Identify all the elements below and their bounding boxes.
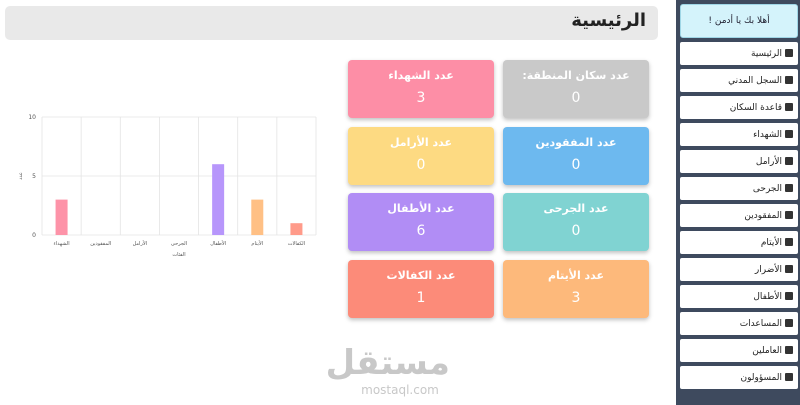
stat-card: عدد الأطفال 6 [348, 193, 494, 251]
nav-item[interactable]: المساعدات [680, 312, 798, 335]
nav-item[interactable]: الأضرار [680, 258, 798, 281]
header: الرئيسية [5, 6, 658, 40]
x-tick-label: الكفالات [288, 241, 305, 247]
watermark-logo: مستقل [325, 343, 450, 383]
y-axis-label: عدد [18, 172, 24, 180]
card-value: 0 [571, 90, 581, 106]
x-axis-label: الفئات [172, 252, 185, 258]
nav-item[interactable]: المفقودين [680, 204, 798, 227]
y-tick-label: 10 [28, 114, 36, 121]
stat-card: عدد الجرحى 0 [503, 193, 649, 251]
card-value: 6 [416, 223, 426, 239]
x-tick-label: الأرامل [133, 240, 148, 247]
page-title: الرئيسية [571, 10, 646, 31]
x-tick-label: الأطفال [210, 240, 226, 247]
card-label: عدد الكفالات [386, 268, 456, 282]
bar [290, 223, 303, 235]
sidebar [676, 0, 800, 405]
stat-card: عدد الأيتام 3 [503, 259, 649, 318]
card-value: 3 [416, 90, 426, 106]
y-tick-label: 0 [32, 232, 36, 239]
card-label: عدد الشهداء [388, 69, 454, 82]
chart: 0 5 10 عدد الفئات الشهداء المفقودين الأرامل الجر… [18, 114, 317, 258]
card-value: 0 [571, 223, 581, 239]
bar [251, 199, 264, 235]
x-tick-label: الأيتام [251, 240, 263, 247]
nav-item[interactable]: الأطفال [680, 285, 798, 308]
stat-card: عدد سكان المنطقة: 0 [503, 60, 649, 118]
card-label: عدد سكان المنطقة: [522, 69, 630, 82]
x-tick-label: الجرحى [171, 241, 187, 247]
nav-item[interactable]: السجل المدني [680, 69, 798, 92]
stat-card: عدد الأرامل 0 [348, 126, 494, 185]
card-value: 0 [416, 156, 426, 173]
nav-item[interactable]: قاعدة السكان [680, 96, 798, 119]
y-tick-label: 5 [32, 173, 36, 180]
card-label: عدد الأيتام [547, 268, 605, 282]
card-label: عدد المفقودين [535, 135, 617, 149]
x-tick-label: الشهداء [54, 241, 70, 247]
card-label: عدد الأطفال [387, 202, 455, 215]
nav-item[interactable]: الشهداء [680, 123, 798, 146]
watermark-site: mostaql.com [361, 383, 439, 397]
nav-item[interactable]: الجرحى [680, 177, 798, 200]
greeting: أهلا بك يا أدمن ! [680, 4, 798, 38]
stat-card: عدد المفقودين 0 [503, 126, 649, 185]
card-value: 3 [571, 289, 581, 306]
stat-card: عدد الكفالات 1 [348, 259, 494, 318]
nav-item[interactable]: الرئيسية [680, 42, 798, 65]
bar [55, 199, 68, 235]
nav-item[interactable]: الأرامل [680, 150, 798, 173]
stat-card: عدد الشهداء 3 [348, 60, 494, 118]
card-value: 1 [416, 289, 426, 306]
x-tick-label: المفقودين [90, 241, 111, 247]
card-value: 0 [571, 156, 581, 173]
bar [212, 164, 225, 235]
nav-item[interactable]: العاملين [680, 339, 798, 362]
nav-item[interactable]: الأيتام [680, 231, 798, 254]
nav-item[interactable]: المسؤولون [680, 366, 798, 389]
card-label: عدد الأرامل [389, 135, 453, 149]
card-label: عدد الجرحى [543, 202, 609, 215]
